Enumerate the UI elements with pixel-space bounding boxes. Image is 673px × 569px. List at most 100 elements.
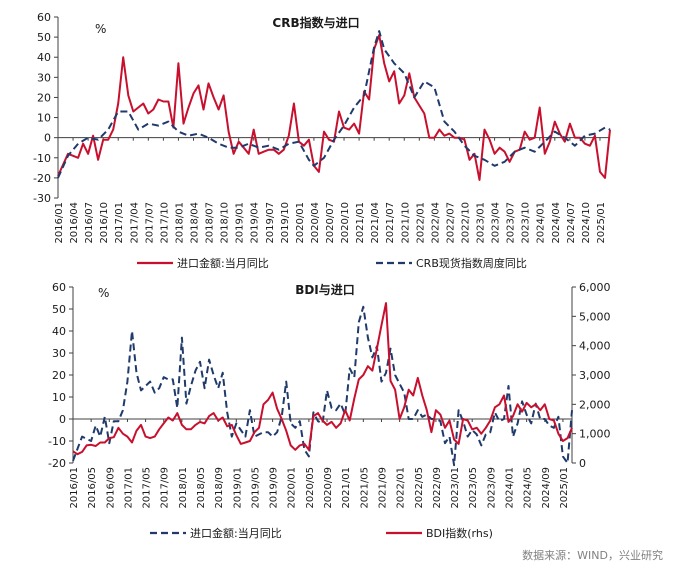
bdi-x-tick-label: 2023/09 [486, 467, 497, 509]
bdi-x-tick-label: 2017/01 [123, 467, 134, 509]
crb-y-tick-label: 30 [37, 71, 51, 84]
bdi-y-tick-label: 0 [59, 413, 66, 426]
crb-x-tick-label: 2020/04 [310, 202, 321, 244]
bdi-legend-label-bdi: BDI指数(rhs) [426, 526, 493, 540]
crb-x-tick-label: 2016/04 [69, 202, 80, 244]
crb-y-tick-label: 50 [37, 31, 51, 44]
bdi-y-tick-label: 40 [52, 325, 66, 338]
bdi-x-tick-label: 2023/01 [450, 467, 461, 509]
bdi-y-tick-label: -10 [48, 435, 66, 448]
bdi-x-tick-label: 2021/09 [377, 467, 388, 509]
crb-x-tick-label: 2023/01 [476, 202, 487, 244]
crb-x-tick-label: 2017/10 [159, 202, 170, 244]
crb-x-tick-label: 2024/01 [536, 202, 547, 244]
bdi-x-tick-label: 2024/01 [504, 467, 515, 509]
bdi-y-tick-label: 60 [52, 281, 66, 294]
crb-x-tick-label: 2023/10 [521, 202, 532, 244]
bdi-series-line-1 [72, 302, 573, 456]
bdi-x-tick-label: 2025/01 [559, 467, 570, 509]
bdi-y2-tick-label: 3,000 [579, 369, 611, 382]
crb-x-tick-label: 2016/07 [84, 202, 95, 244]
bdi-y-tick-label: -20 [48, 457, 66, 470]
crb-x-tick-label: 2023/07 [506, 202, 517, 244]
bdi-y2-tick-label: 4,000 [579, 340, 611, 353]
bdi-y2-tick-label: 1,000 [579, 428, 611, 441]
crb-x-tick-label: 2022/01 [415, 202, 426, 244]
crb-chart-title: CRB指数与进口 [272, 15, 359, 30]
bdi-x-tick-label: 2022/01 [396, 467, 407, 509]
crb-y-tick-label: 60 [37, 11, 51, 24]
bdi-x-tick-label: 2024/09 [541, 467, 552, 509]
crb-y-tick-label: 40 [37, 51, 51, 64]
bdi-x-tick-label: 2016/01 [69, 467, 80, 509]
crb-x-tick-label: 2017/01 [114, 202, 125, 244]
bdi-x-tick-label: 2020/09 [323, 467, 334, 509]
crb-x-tick-label: 2019/07 [265, 202, 276, 244]
bdi-y-tick-label: 50 [52, 303, 66, 316]
bdi-x-tick-label: 2024/05 [523, 467, 534, 509]
crb-x-tick-label: 2016/10 [99, 202, 110, 244]
crb-x-tick-label: 2025/01 [596, 202, 607, 244]
crb-x-tick-label: 2022/07 [445, 202, 456, 244]
bdi-x-tick-label: 2020/05 [305, 467, 316, 509]
crb-import-chart: % CRB指数与进口 进口金额:当月同比 CRB现货指数周度同比 -30 -20 -… [33, 11, 611, 270]
crb-x-tick-label: 2021/04 [370, 202, 381, 244]
bdi-x-tick-label: 2020/01 [287, 467, 298, 509]
bdi-chart-title: BDI与进口 [295, 282, 355, 297]
crb-legend-label-import: 进口金额:当月同比 [177, 256, 269, 270]
crb-x-tick-label: 2018/01 [174, 202, 185, 244]
crb-x-tick-label: 2024/10 [581, 202, 592, 244]
bdi-y-tick-label: 30 [52, 347, 66, 360]
crb-x-tick-label: 2023/04 [491, 202, 502, 244]
bdi-x-tick-label: 2017/09 [160, 467, 171, 509]
bdi-x-tick-label: 2016/05 [87, 467, 98, 509]
crb-series-line-1 [57, 30, 611, 179]
bdi-series-line-0 [72, 305, 573, 467]
crb-y-tick-label: -10 [33, 152, 51, 165]
crb-x-tick-label: 2019/10 [280, 202, 291, 244]
crb-x-tick-label: 2021/07 [385, 202, 396, 244]
crb-x-tick-label: 2016/01 [54, 202, 65, 244]
crb-x-tick-label: 2017/07 [144, 202, 155, 244]
bdi-import-chart: % BDI与进口 进口金额:当月同比 BDI指数(rhs) -20 -10 0 10 2… [48, 281, 610, 540]
crb-x-tick-label: 2022/04 [430, 202, 441, 244]
crb-x-tick-label: 2018/07 [205, 202, 216, 244]
bdi-x-tick-label: 2021/05 [359, 467, 370, 509]
bdi-y2-tick-label: 2,000 [579, 398, 611, 411]
crb-y-tick-label: -20 [33, 172, 51, 185]
bdi-x-tick-label: 2019/05 [250, 467, 261, 509]
crb-legend-label-crb: CRB现货指数周度同比 [416, 256, 527, 270]
bdi-x-tick-label: 2016/09 [105, 467, 116, 509]
bdi-x-tick-label: 2021/01 [341, 467, 352, 509]
bdi-x-tick-label: 2023/05 [468, 467, 479, 509]
bdi-x-tick-label: 2018/05 [196, 467, 207, 509]
crb-x-tick-label: 2024/04 [551, 202, 562, 244]
crb-y-tick-label: 0 [44, 132, 51, 145]
bdi-x-tick-label: 2019/09 [269, 467, 280, 509]
bdi-y-tick-label: 10 [52, 391, 66, 404]
bdi-x-tick-label: 2017/05 [142, 467, 153, 509]
bdi-x-tick-label: 2018/01 [178, 467, 189, 509]
crb-x-tick-label: 2017/04 [129, 202, 140, 244]
bdi-y-tick-label: 20 [52, 369, 66, 382]
crb-x-tick-label: 2018/10 [220, 202, 231, 244]
crb-y-tick-label: -30 [33, 192, 51, 205]
crb-chart-unit-label: % [95, 22, 106, 36]
crb-x-tick-label: 2020/01 [295, 202, 306, 244]
crb-x-tick-label: 2021/10 [400, 202, 411, 244]
crb-x-tick-label: 2018/04 [189, 202, 200, 244]
crb-x-tick-label: 2019/04 [250, 202, 261, 244]
bdi-x-tick-label: 2019/01 [232, 467, 243, 509]
crb-y-tick-label: 20 [37, 91, 51, 104]
bdi-chart-unit-label: % [98, 286, 109, 300]
crb-y-tick-label: 10 [37, 112, 51, 125]
crb-x-tick-label: 2021/01 [355, 202, 366, 244]
crb-x-tick-label: 2020/07 [325, 202, 336, 244]
crb-x-tick-label: 2022/10 [460, 202, 471, 244]
crb-x-tick-label: 2024/07 [566, 202, 577, 244]
bdi-x-tick-label: 2022/09 [432, 467, 443, 509]
bdi-legend-label-import: 进口金额:当月同比 [190, 526, 282, 540]
bdi-x-tick-label: 2018/09 [214, 467, 225, 509]
bdi-x-tick-label: 2022/05 [414, 467, 425, 509]
